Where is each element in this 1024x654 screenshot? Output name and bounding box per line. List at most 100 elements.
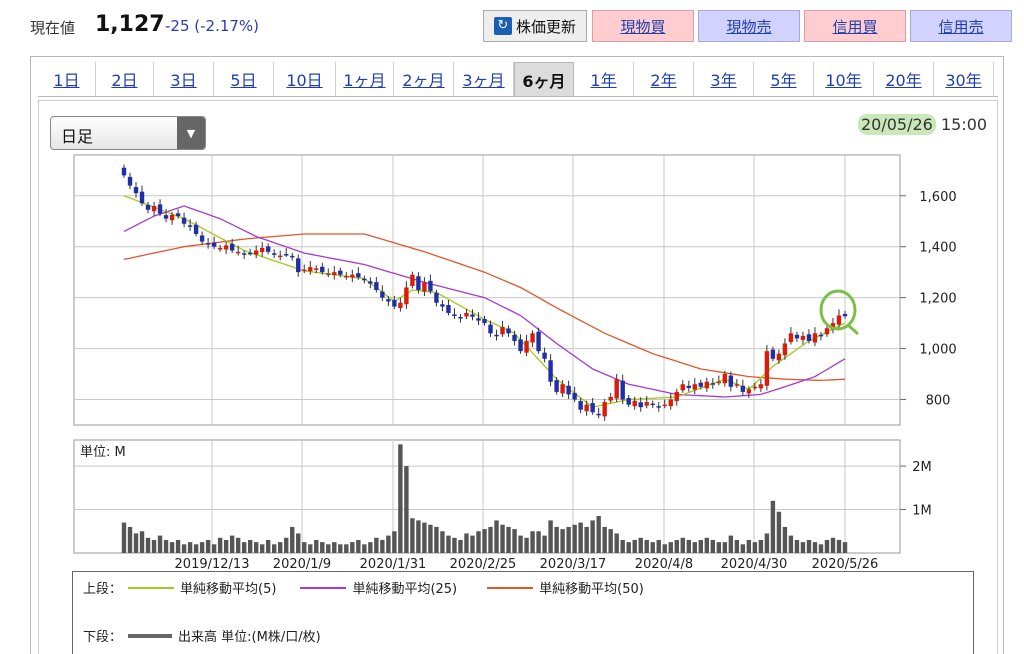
- volume-bar: [314, 539, 319, 553]
- volume-bar: [830, 537, 836, 553]
- volume-bar: [422, 522, 427, 553]
- volume-bar: [806, 539, 812, 553]
- candle-down: [506, 328, 511, 334]
- volume-bar: [470, 535, 475, 553]
- candle-up: [800, 335, 806, 340]
- tab-30y[interactable]: 30年: [934, 62, 994, 96]
- candle-up: [344, 275, 349, 278]
- candle-up: [758, 384, 764, 389]
- candle-down: [181, 217, 187, 224]
- volume-bar: [446, 535, 451, 553]
- tab-3d[interactable]: 3日: [154, 62, 214, 96]
- volume-bar: [356, 539, 361, 553]
- x-tick-label: 2020/3/17: [540, 557, 607, 572]
- volume-bar: [332, 542, 337, 553]
- candle-down: [428, 280, 433, 292]
- volume-bar: [368, 542, 373, 553]
- volume-bar: [458, 539, 463, 553]
- volume-bar: [566, 526, 571, 553]
- tab-3m[interactable]: 3ヶ月: [454, 62, 514, 96]
- volume-unit-label: 単位: M: [80, 444, 126, 460]
- volume-bar: [644, 539, 649, 553]
- candle-down: [578, 401, 583, 410]
- chart-datetime: 20/05/26 15:00: [858, 114, 988, 135]
- volume-bar: [247, 539, 253, 553]
- interval-select[interactable]: 日足 ▼: [50, 116, 206, 150]
- volume-bar: [548, 520, 553, 553]
- quote-header: 現在値 1,127 -25 (-2.17%) ↻ 株価更新 現物買 現物売 信用…: [0, 0, 1024, 52]
- tab-20y[interactable]: 20年: [874, 62, 934, 96]
- margin-buy-button[interactable]: 信用買: [804, 10, 906, 42]
- candle-up: [680, 384, 685, 391]
- volume-bar: [638, 537, 643, 553]
- x-tick-label: 2020/4/8: [635, 557, 693, 572]
- volume-bar: [416, 520, 421, 553]
- volume-bar: [350, 542, 355, 553]
- tab-1d[interactable]: 1日: [38, 62, 96, 96]
- candle-up: [410, 274, 415, 286]
- candle-down: [175, 213, 181, 217]
- candle-down: [127, 176, 133, 186]
- tab-1m[interactable]: 1ヶ月: [336, 62, 394, 96]
- volume-bar: [716, 542, 722, 553]
- candle-down: [458, 317, 463, 319]
- tab-5y[interactable]: 5年: [754, 62, 814, 96]
- candle-down: [470, 314, 475, 317]
- candle-down: [284, 254, 289, 256]
- tab-5d[interactable]: 5日: [214, 62, 274, 96]
- x-tick-label: 2020/1/31: [360, 557, 427, 572]
- tab-1y[interactable]: 1年: [574, 62, 634, 96]
- volume-bar: [722, 542, 728, 553]
- candle-up: [308, 267, 313, 272]
- volume-bar: [836, 539, 842, 553]
- candle-up: [644, 402, 649, 406]
- tab-divider: [38, 96, 998, 97]
- volume-bar: [434, 526, 439, 553]
- tab-10y[interactable]: 10年: [814, 62, 874, 96]
- volume-bar: [728, 535, 734, 553]
- candle-down: [368, 281, 373, 284]
- candle-down: [416, 276, 421, 290]
- volume-bar: [272, 544, 277, 553]
- candle-down: [518, 339, 523, 352]
- volume-bar: [578, 522, 583, 553]
- tab-10d[interactable]: 10日: [274, 62, 336, 96]
- tab-6m[interactable]: 6ヶ月: [514, 62, 574, 96]
- candle-down: [740, 385, 746, 392]
- volume-bar: [235, 537, 241, 553]
- y-tick-label: 1,000: [919, 343, 956, 358]
- candle-up: [632, 400, 637, 407]
- spot-sell-button[interactable]: 現物売: [698, 10, 800, 42]
- volume-bar: [380, 539, 385, 553]
- volume-bar: [133, 533, 139, 553]
- margin-sell-button[interactable]: 信用売: [910, 10, 1012, 42]
- candle-down: [163, 215, 169, 219]
- tab-3y[interactable]: 3年: [694, 62, 754, 96]
- tab-2y[interactable]: 2年: [634, 62, 694, 96]
- legend-upper-label: 上段：: [83, 582, 123, 597]
- volume-bar: [398, 444, 403, 553]
- tab-2d[interactable]: 2日: [96, 62, 154, 96]
- legend-sma25: 単純移動平均(25): [352, 582, 458, 597]
- volume-bar: [217, 537, 223, 553]
- chart-time: 15:00: [940, 115, 988, 134]
- candle-up: [704, 381, 710, 389]
- candle-down: [446, 305, 451, 313]
- candle-up: [530, 333, 535, 343]
- highlight-circle: [819, 289, 857, 331]
- candle-down: [356, 273, 361, 278]
- volume-bar: [175, 539, 181, 553]
- candle-up: [560, 384, 565, 394]
- volume-bar: [452, 537, 457, 553]
- spot-buy-button[interactable]: 現物買: [592, 10, 694, 42]
- candle-down: [620, 380, 625, 400]
- refresh-price-button[interactable]: ↻ 株価更新: [483, 10, 587, 42]
- candle-up: [223, 245, 229, 250]
- sma25-swatch: [300, 586, 347, 589]
- price-change: -25 (-2.17%): [165, 17, 260, 35]
- volume-bar: [308, 544, 313, 553]
- chart-date: 20/05/26: [858, 114, 936, 135]
- tab-2m[interactable]: 2ヶ月: [394, 62, 454, 96]
- volume-bar: [764, 533, 770, 553]
- volume-bar: [740, 544, 746, 553]
